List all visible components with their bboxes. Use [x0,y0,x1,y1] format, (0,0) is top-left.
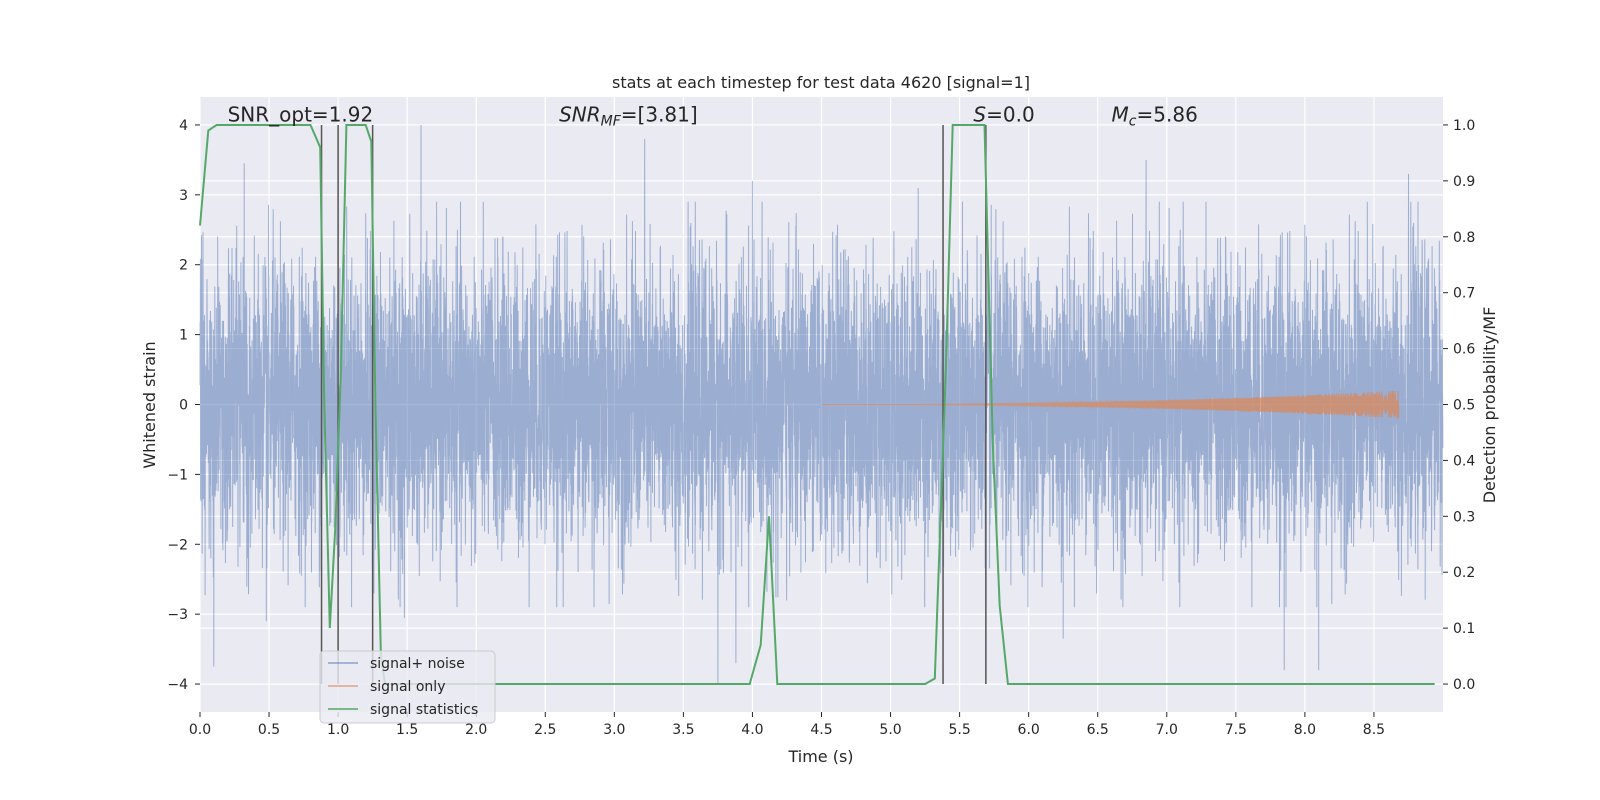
y-tick-label-right: 0.1 [1453,621,1475,637]
x-tick-label: 0.0 [189,722,211,738]
x-tick-label: 5.5 [948,722,970,738]
series-signal-statistics [199,124,1435,685]
x-tick-label: 1.0 [327,722,349,738]
y-tick-label-right: 0.8 [1453,230,1475,246]
y-tick-label: 1 [179,328,188,344]
chart-title: stats at each timestep for test data 462… [612,73,1030,92]
legend-label-signal-plus-noise: signal+ noise [370,656,465,672]
y-tick-label: 4 [179,118,188,134]
y-tick-label-right: 0.6 [1453,342,1475,358]
x-tick-label: 3.0 [603,722,625,738]
y-tick-label: 0 [179,398,188,414]
noise-line [199,124,1444,685]
annotation: S=0.0 [973,102,1034,126]
y-tick-label-right: 0.5 [1453,398,1475,414]
annotation: SNRMF=[3.81] [559,102,698,129]
y-tick-label: −4 [167,677,188,693]
chirp-line [821,390,1400,419]
y-tick-label-right: 0.2 [1453,565,1475,581]
y-tick-label: −1 [167,467,188,483]
x-tick-label: 6.5 [1087,722,1109,738]
x-tick-label: 5.0 [879,722,901,738]
y-tick-label-right: 0.0 [1453,677,1475,693]
y-tick-label-right: 1.0 [1453,118,1475,134]
annotation: SNR_opt=1.92 [228,102,374,126]
x-tick-label: 4.0 [741,722,763,738]
x-tick-label: 1.5 [396,722,418,738]
x-tick-label: 3.5 [672,722,694,738]
x-axis-label: Time (s) [787,747,853,766]
x-tick-label: 0.5 [258,722,280,738]
y-tick-label-right: 0.9 [1453,174,1475,190]
series-signal-plus-noise [199,124,1444,685]
y-axis-label-right: Detection probability/MF [1480,307,1499,504]
annotation: Mc=5.86 [1112,102,1198,129]
series-signal-only [821,390,1400,419]
x-tick-label: 7.0 [1156,722,1178,738]
y-tick-label-right: 0.4 [1453,453,1475,469]
y-tick-label-right: 0.3 [1453,509,1475,525]
y-tick-label: 2 [179,258,188,274]
legend-label-signal-only: signal only [370,679,445,695]
y-tick-label: −2 [167,537,188,553]
y-tick-label: −3 [167,607,188,623]
y-tick-label-right: 0.7 [1453,286,1475,302]
axes: 0.0 0.5 1.0 1.5 2.0 2.5 3.0 3.5 4.0 4.5 5.0 5.5 6.0 6… [167,118,1475,738]
statistics-line [199,124,1435,685]
x-tick-label: 2.5 [534,722,556,738]
y-axis-label: Whitened strain [140,341,159,468]
x-tick-label: 2.0 [465,722,487,738]
legend: signal+ noise signal only signal statist… [319,650,496,724]
x-tick-label: 6.0 [1018,722,1040,738]
annotations: SNR_opt=1.92 SNRMF=[3.81] S=0.0 Mc=5.86 [228,102,1198,129]
x-tick-label: 8.0 [1294,722,1316,738]
x-tick-label: 7.5 [1225,722,1247,738]
legend-box [319,650,496,724]
legend-label-signal-statistics: signal statistics [370,702,478,718]
x-tick-label: 8.5 [1363,722,1385,738]
x-tick-label: 4.5 [810,722,832,738]
y-tick-label: 3 [179,188,188,204]
